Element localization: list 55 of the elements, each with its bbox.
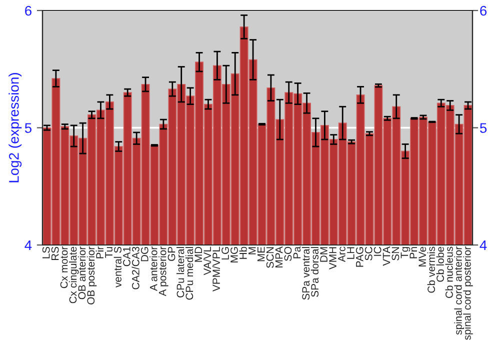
x-tick-label: Cb nucleus	[445, 246, 453, 298]
x-tick-label: Cx cingulate	[69, 246, 79, 304]
x-tick-label: A anterior	[150, 246, 158, 291]
x-tick-label: LS	[42, 246, 50, 258]
x-tick-label: Pn	[410, 247, 417, 258]
y2-tick-label: 5	[480, 123, 487, 133]
x-tick-label: SCN	[266, 247, 274, 268]
x-tick-label: CPu medial	[185, 247, 194, 300]
y-tick-label: 5	[24, 123, 32, 133]
x-tick-label: CA2/CA3	[132, 246, 140, 290]
y-tick-label: 6	[25, 6, 32, 16]
x-tick-label: MVe	[418, 246, 426, 266]
x-tick-label: Pa	[293, 246, 301, 258]
x-tick-label: CA1	[123, 246, 130, 266]
y2-tick-label: 4	[480, 240, 487, 250]
x-tick-label: IC	[374, 246, 382, 256]
x-tick-label: Arc	[338, 246, 346, 262]
x-tick-label: DG	[140, 247, 148, 262]
x-tick-label: SPa dorsal	[310, 247, 319, 297]
x-tick-label: Cb vermis	[427, 246, 435, 293]
x-tick-label: M	[248, 247, 256, 254]
x-tick-label: A posterior	[158, 246, 168, 296]
x-tick-label: SO	[284, 246, 292, 261]
x-tick-label: SPa ventral	[302, 247, 310, 300]
x-tick-label: VPM/VPL	[212, 246, 220, 292]
x-tick-label: ventral S	[114, 246, 122, 288]
x-tick-label: GP	[168, 246, 176, 261]
x-tick-label: CPu lateral	[176, 247, 184, 298]
x-tick-label: Cb lobe	[436, 246, 444, 282]
y-tick-label: 4	[24, 240, 32, 250]
x-tick-label: Tg	[400, 247, 410, 258]
x-tick-label: Pir	[96, 246, 104, 258]
x-tick-label: MD	[194, 246, 202, 262]
x-tick-label: OB posterior	[86, 246, 97, 304]
x-tick-label: PAG	[356, 247, 364, 267]
x-tick-label: SC	[364, 246, 372, 260]
x-tick-label: SN	[392, 247, 400, 260]
y2-tick-label: 6	[480, 6, 487, 16]
x-tick-label: LH	[347, 247, 354, 259]
x-tick-label: Tu	[105, 247, 112, 258]
x-tick-label: ME	[258, 246, 265, 262]
x-tick-label: spinal cord posterior	[463, 246, 473, 340]
x-tick-label: RS	[51, 246, 59, 260]
x-tick-label: OB anterior	[78, 246, 86, 300]
x-tick-label: MPA	[275, 246, 283, 268]
x-tick-label: VTA	[382, 246, 390, 266]
y-axis-title: Log2 (expression)	[8, 73, 22, 182]
x-tick-label: spinal cord anterior	[454, 246, 464, 335]
x-tick-label: Hb	[239, 246, 247, 259]
x-tick-label: DM	[320, 247, 328, 262]
x-tick-label: LG	[222, 247, 229, 260]
x-tick-label: VMH	[329, 247, 336, 270]
x-tick-label: VA/VL	[203, 246, 212, 276]
x-tick-label: MG	[230, 247, 238, 262]
x-tick-label: Cx motor	[60, 246, 68, 288]
